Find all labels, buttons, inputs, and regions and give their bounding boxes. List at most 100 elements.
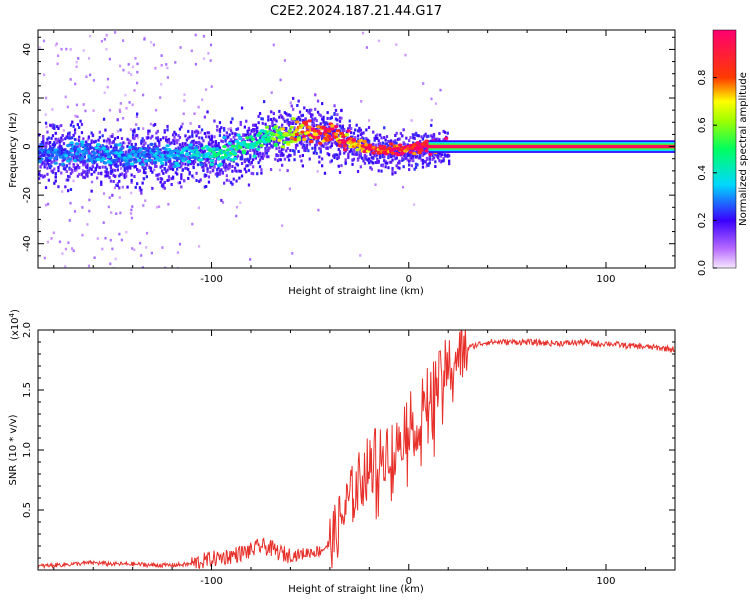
heatmap-noise-cell [167, 203, 170, 206]
heatmap-halo-cell [282, 117, 285, 121]
heatmap-halo-cell [446, 154, 449, 157]
colorbar-gradient [712, 29, 737, 269]
heatmap-halo-cell [246, 138, 249, 142]
heatmap-noise-cell [114, 257, 117, 261]
heatmap-halo-cell [211, 168, 215, 172]
heatmap-halo-cell [83, 162, 86, 166]
heatmap-halo-cell [358, 126, 361, 130]
heatmap-halo-cell [188, 157, 191, 161]
heatmap-halo-cell [210, 135, 213, 139]
heatmap-halo-cell [318, 160, 321, 164]
heatmap-ridge-cell [289, 125, 294, 129]
heatmap-halo-cell [330, 159, 333, 163]
heatmap-halo-cell [394, 171, 397, 175]
heatmap-noise-cell [142, 127, 145, 130]
heatmap-noise-cell [192, 176, 195, 180]
heatmap-halo-cell [220, 139, 223, 143]
heatmap-halo-cell [359, 152, 362, 156]
heatmap-noise-cell [150, 251, 153, 255]
heatmap-noise-cell [121, 185, 124, 189]
heatmap-ridge-cell [208, 148, 213, 152]
heatmap-noise-cell [136, 81, 139, 85]
heatmap-halo-cell [76, 145, 79, 149]
heatmap-halo-cell [294, 134, 298, 138]
heatmap-halo-cell [395, 131, 398, 135]
heatmap-halo-cell [195, 129, 198, 133]
heatmap-halo-cell [86, 169, 89, 173]
heatmap-halo-cell [205, 185, 208, 188]
heatmap-halo-cell [220, 126, 223, 130]
heatmap-halo-cell [374, 137, 378, 140]
x-tick-label: 0 [406, 274, 412, 285]
heatmap-noise-cell [75, 103, 78, 107]
heatmap-halo-cell [341, 125, 344, 129]
heatmap-ridge-cell [128, 154, 133, 158]
heatmap-halo-cell [305, 109, 309, 112]
heatmap-halo-cell [340, 126, 343, 130]
heatmap-halo-cell [181, 142, 184, 146]
heatmap-ridge-cell [163, 158, 168, 162]
heatmap-halo-cell [391, 167, 394, 170]
heatmap-halo-cell [235, 128, 238, 131]
heatmap-halo-cell [381, 154, 384, 158]
heatmap-noise-cell [291, 252, 294, 255]
heatmap-noise-cell [44, 113, 47, 116]
heatmap-halo-cell [408, 163, 411, 167]
heatmap-halo-cell [234, 134, 237, 138]
heatmap-halo-cell [54, 179, 57, 183]
heatmap-halo-cell [275, 137, 278, 140]
heatmap-ridge-cell [289, 140, 294, 144]
heatmap-noise-cell [410, 119, 413, 122]
heatmap-halo-cell [278, 150, 281, 153]
heatmap-ridge-cell [280, 145, 286, 149]
heatmap-halo-cell [413, 167, 416, 171]
heatmap-halo-cell [65, 135, 68, 139]
heatmap-halo-cell [243, 133, 246, 137]
heatmap-halo-cell [213, 119, 216, 123]
heatmap-ridge-cell [83, 151, 89, 155]
heatmap-halo-cell [104, 165, 107, 169]
heatmap-halo-cell [96, 163, 99, 167]
heatmap-halo-cell [264, 151, 267, 155]
heatmap-halo-cell [40, 162, 44, 166]
heatmap-halo-cell [423, 160, 426, 164]
heatmap-halo-cell [293, 158, 296, 162]
heatmap-halo-cell [165, 170, 168, 174]
heatmap-halo-cell [140, 191, 143, 195]
heatmap-noise-cell [64, 265, 67, 268]
heatmap-halo-cell [60, 171, 63, 175]
heatmap-halo-cell [296, 117, 299, 121]
heatmap-halo-cell [133, 147, 136, 151]
heatmap-halo-cell [236, 163, 240, 167]
heatmap-halo-cell [163, 180, 166, 184]
heatmap-ridge-cell [195, 150, 200, 154]
heatmap-halo-cell [395, 164, 398, 168]
heatmap-halo-cell [141, 157, 144, 161]
heatmap-halo-cell [286, 155, 289, 159]
heatmap-halo-cell [42, 175, 45, 179]
heatmap-noise-cell [270, 91, 273, 94]
heatmap-halo-cell [282, 153, 285, 157]
heatmap-marks [38, 31, 675, 268]
heatmap-halo-cell [166, 179, 169, 182]
heatmap-halo-cell [438, 152, 441, 156]
heatmap-halo-cell [195, 134, 198, 138]
heatmap-halo-cell [67, 156, 70, 160]
heatmap-ridge-cell [176, 150, 181, 154]
heatmap-halo-cell [232, 140, 235, 144]
heatmap-halo-cell [159, 180, 162, 184]
heatmap-halo-cell [156, 139, 159, 143]
heatmap-ridge-cell [140, 163, 145, 167]
heatmap-noise-cell [271, 110, 274, 114]
heatmap-halo-cell [376, 161, 379, 164]
heatmap-halo-cell [372, 130, 375, 134]
heatmap-halo-cell [44, 121, 48, 125]
heatmap-halo-cell [142, 139, 146, 143]
heatmap-halo-cell [224, 164, 227, 168]
heatmap-halo-cell [79, 153, 82, 157]
heatmap-ridge-cell [321, 139, 326, 143]
heatmap-halo-cell [67, 189, 70, 193]
heatmap-halo-cell [105, 167, 108, 171]
heatmap-noise-cell [103, 91, 106, 95]
heatmap-halo-cell [398, 160, 401, 164]
